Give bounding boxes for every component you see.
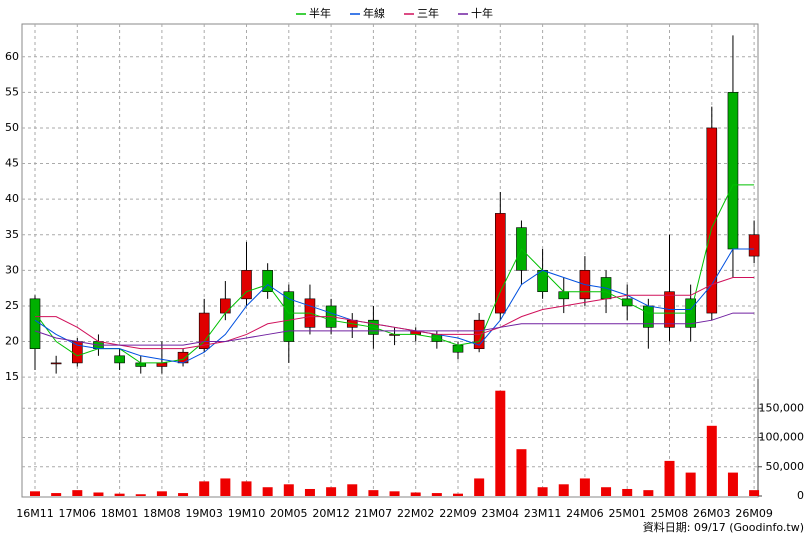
volume-bar xyxy=(326,487,337,496)
volume-bar xyxy=(622,488,633,496)
y-tick-label: 20 xyxy=(5,335,19,348)
ma-line xyxy=(34,312,755,346)
volume-bar xyxy=(685,472,696,496)
volume-bar xyxy=(72,490,83,496)
x-tick-label: 20M05 xyxy=(270,507,308,520)
volume-bar xyxy=(135,494,146,496)
candle-body xyxy=(706,127,718,314)
x-tick-label: 19M10 xyxy=(228,507,266,520)
candle-body xyxy=(748,234,760,257)
volume-bar xyxy=(347,484,358,496)
volume-bar xyxy=(516,449,527,496)
volume-bar xyxy=(178,493,189,496)
x-tick-label: 16M11 xyxy=(16,507,54,520)
volume-bar xyxy=(706,425,717,496)
volume-bar xyxy=(749,490,760,496)
y-tick-label: 50 xyxy=(5,121,19,134)
volume-bar xyxy=(453,493,463,496)
x-tick-label: 22M09 xyxy=(439,507,477,520)
volume-bar xyxy=(51,493,62,496)
x-tick-label: 20M12 xyxy=(312,507,350,520)
volume-bar xyxy=(241,481,252,496)
volume-bar xyxy=(537,487,548,496)
y-tick-label: 45 xyxy=(5,157,19,170)
candle-body xyxy=(29,298,41,349)
candle-body xyxy=(494,213,506,314)
volume-bar xyxy=(30,491,40,496)
volume-bar xyxy=(114,493,125,496)
candle-body xyxy=(50,362,62,365)
x-tick-label: 23M04 xyxy=(482,507,520,520)
legend-label: 三年 xyxy=(417,6,439,20)
volume-bar xyxy=(601,487,612,496)
volume-bar xyxy=(220,478,231,496)
candle-body xyxy=(220,298,231,314)
y-tick-label: 35 xyxy=(5,228,19,241)
legend-label: 年線 xyxy=(363,6,385,20)
x-tick-label: 23M11 xyxy=(524,507,562,520)
volume-bar xyxy=(431,493,442,496)
x-tick-label: 25M01 xyxy=(608,507,646,520)
y2-tick-label: 0 xyxy=(797,489,804,502)
x-tick-label: 22M02 xyxy=(397,507,435,520)
volume-bar xyxy=(93,492,104,496)
y-tick-label: 30 xyxy=(5,263,19,276)
y-tick-label: 40 xyxy=(5,192,19,205)
volume-bar xyxy=(474,478,485,496)
volume-bar xyxy=(410,492,421,496)
x-tick-label: 26M09 xyxy=(735,507,773,520)
x-tick-label: 18M08 xyxy=(143,507,181,520)
y-tick-label: 60 xyxy=(5,50,19,63)
candle-body xyxy=(156,362,168,367)
volume-bar xyxy=(727,472,738,496)
candle-body xyxy=(198,312,210,349)
legend-label: 半年 xyxy=(309,6,331,20)
volume-bar xyxy=(262,487,273,496)
ma-line xyxy=(34,184,755,364)
y2-tick-label: 100,000 xyxy=(759,431,805,444)
x-tick-label: 24M06 xyxy=(566,507,604,520)
candle-body xyxy=(727,92,739,250)
volume-bar xyxy=(664,460,675,496)
volume-bar xyxy=(304,488,315,496)
y2-tick-label: 150,000 xyxy=(759,401,805,414)
x-tick-label: 26M03 xyxy=(693,507,731,520)
volume-bar xyxy=(558,484,569,496)
candle-body xyxy=(283,291,295,342)
volume-bar xyxy=(283,484,294,496)
candle-body xyxy=(452,344,464,353)
volume-bar xyxy=(199,481,210,496)
plot-frame xyxy=(21,23,759,498)
candle-body xyxy=(241,270,252,300)
volume-bar xyxy=(643,490,654,496)
candle-body xyxy=(262,270,273,293)
x-tick-label: 18M01 xyxy=(101,507,139,520)
volume-bar xyxy=(495,390,506,496)
volume-bar xyxy=(156,491,167,496)
ma-line xyxy=(35,276,755,350)
volume-bar xyxy=(579,478,590,496)
candle-body xyxy=(135,362,147,367)
x-tick-label: 25M08 xyxy=(651,507,689,520)
source-note: 資料日期: 09/17 (Goodinfo.tw) xyxy=(643,520,804,534)
x-tick-label: 17M06 xyxy=(59,507,97,520)
y-tick-label: 55 xyxy=(5,85,19,98)
y-tick-label: 15 xyxy=(5,370,19,383)
volume-bar xyxy=(389,491,400,496)
candle-body xyxy=(558,291,570,300)
y-tick-label: 25 xyxy=(5,299,19,312)
volume-bar xyxy=(368,490,379,496)
candle-body xyxy=(114,355,125,364)
x-tick-label: 21M07 xyxy=(355,507,393,520)
x-tick-label: 19M03 xyxy=(185,507,223,520)
legend-label: 十年 xyxy=(471,6,493,20)
y2-tick-label: 50,000 xyxy=(766,460,805,473)
